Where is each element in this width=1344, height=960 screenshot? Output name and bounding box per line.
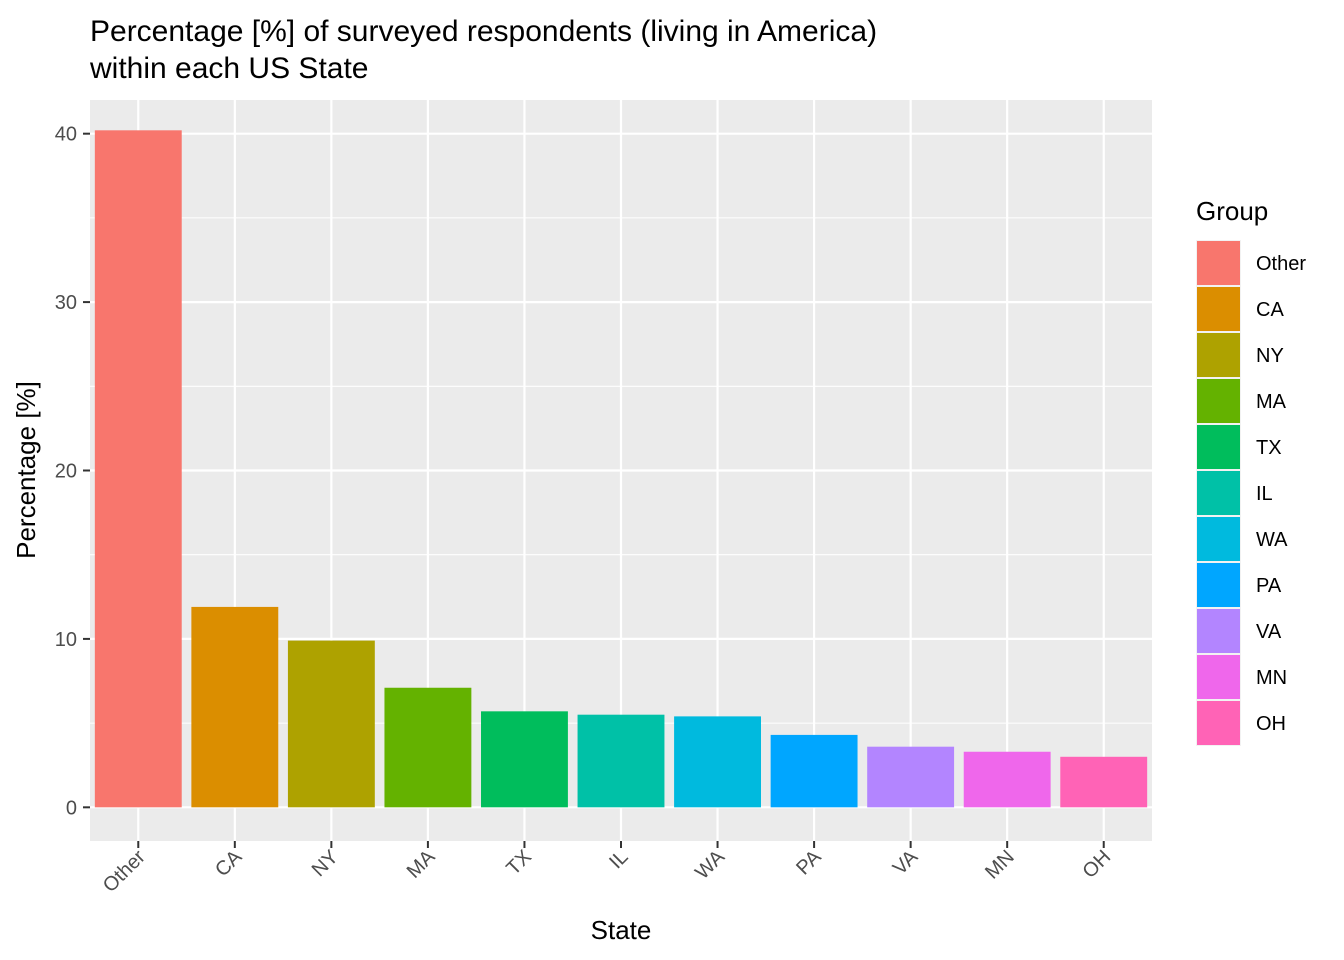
bar-mn [964,752,1051,808]
legend-label: IL [1256,483,1273,505]
legend-key-mn [1197,655,1240,699]
legend-label: VA [1256,621,1282,643]
legend-label: OH [1256,713,1286,735]
legend-key-va [1197,609,1240,653]
chart-title-line-1: Percentage [%] of surveyed respondents (… [90,15,877,48]
legend-key-ny [1197,333,1240,377]
bar-oh [1060,757,1147,808]
legend-label: MN [1256,667,1287,689]
y-axis: 0 10 20 30 40 [55,124,90,820]
x-tick-label: Other [99,846,150,897]
legend-label: PA [1256,575,1282,597]
chart-title-line-2: within each US State [89,52,368,85]
bar-pa [771,735,858,807]
bar-ca [191,607,278,807]
legend-key-pa [1197,563,1240,607]
x-tick-label: MA [403,846,440,883]
bar-tx [481,711,568,807]
x-tick-label: MN [981,846,1019,884]
legend-key-tx [1197,425,1240,469]
bar-wa [674,716,761,807]
x-tick-label: TX [502,846,536,880]
y-tick-label: 40 [55,124,77,146]
bar-ny [288,641,375,808]
x-tick-label: CA [211,846,247,882]
y-tick-label: 10 [55,629,77,651]
y-tick-label: 20 [55,461,77,483]
legend: Group Other CA NY MA TX IL WA PA VA MN OH [1196,196,1306,746]
x-axis-title: State [591,915,652,945]
y-tick-label: 30 [55,292,77,314]
x-tick-label: OH [1078,846,1115,883]
legend-key-oh [1197,701,1240,745]
legend-key-il [1197,471,1240,515]
x-tick-label: WA [691,846,729,884]
x-tick-label: VA [889,846,923,880]
legend-key-wa [1197,517,1240,561]
y-tick-label: 0 [66,797,77,819]
x-axis: Other CA NY MA TX IL WA PA VA MN OH [99,841,1115,897]
legend-key-ca [1197,287,1240,331]
legend-label: WA [1256,529,1288,551]
legend-label: TX [1256,437,1282,459]
y-axis-title: Percentage [%] [11,381,41,559]
legend-label: NY [1256,345,1284,367]
bar-other [95,130,182,807]
x-tick-label: PA [792,846,826,880]
legend-label: CA [1256,299,1284,321]
bar-ma [384,688,471,808]
x-tick-label: IL [605,846,632,873]
legend-key-other [1197,241,1240,285]
bar-il [578,715,665,808]
legend-label: Other [1256,253,1306,275]
legend-title: Group [1196,196,1268,226]
legend-label: MA [1256,391,1287,413]
legend-key-ma [1197,379,1240,423]
x-tick-label: NY [308,846,343,881]
bar-va [867,747,954,808]
